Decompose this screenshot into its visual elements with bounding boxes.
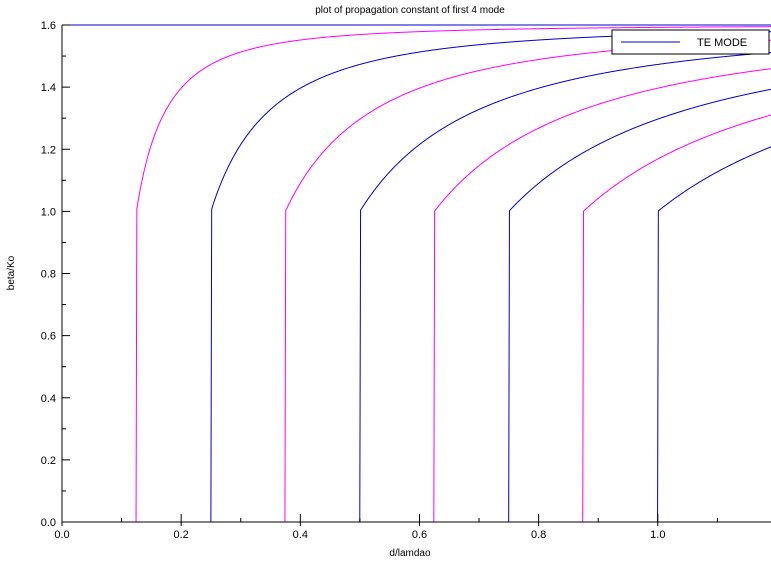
- x-tick-label: 0.4: [293, 529, 308, 541]
- chart-title: plot of propagation constant of first 4 …: [315, 5, 505, 16]
- y-ticks: 0.0 0.2 0.4 0.6 0.8 1.0 1.2 1.4 1.6: [41, 20, 70, 529]
- y-tick-label: 0.8: [41, 269, 56, 281]
- y-tick-label: 0.6: [41, 331, 56, 343]
- legend-label: TE MODE: [697, 37, 747, 49]
- y-tick-label: 1.4: [41, 82, 56, 94]
- x-axis-label: d/lamdao: [389, 548, 431, 559]
- curve-0: [62, 26, 771, 523]
- legend: TE MODE: [611, 29, 770, 55]
- x-tick-label: 0.6: [412, 529, 427, 541]
- y-tick-label: 0.4: [41, 393, 56, 405]
- plot-area: [62, 25, 771, 522]
- y-axis-label: beta/Ko: [6, 255, 17, 290]
- y-tick-label: 1.0: [41, 206, 56, 218]
- x-tick-label: 1.0: [650, 529, 665, 541]
- x-tick-label: 0.2: [174, 529, 189, 541]
- y-tick-label: 0.0: [41, 517, 56, 529]
- x-tick-label: 0.8: [531, 529, 546, 541]
- x-tick-label: 0.0: [54, 529, 69, 541]
- y-tick-label: 1.2: [41, 144, 56, 156]
- x-ticks: 0.0 0.2 0.4 0.6 0.8 1.0: [54, 514, 718, 541]
- y-tick-label: 0.2: [41, 455, 56, 467]
- y-tick-label: 1.6: [41, 20, 56, 32]
